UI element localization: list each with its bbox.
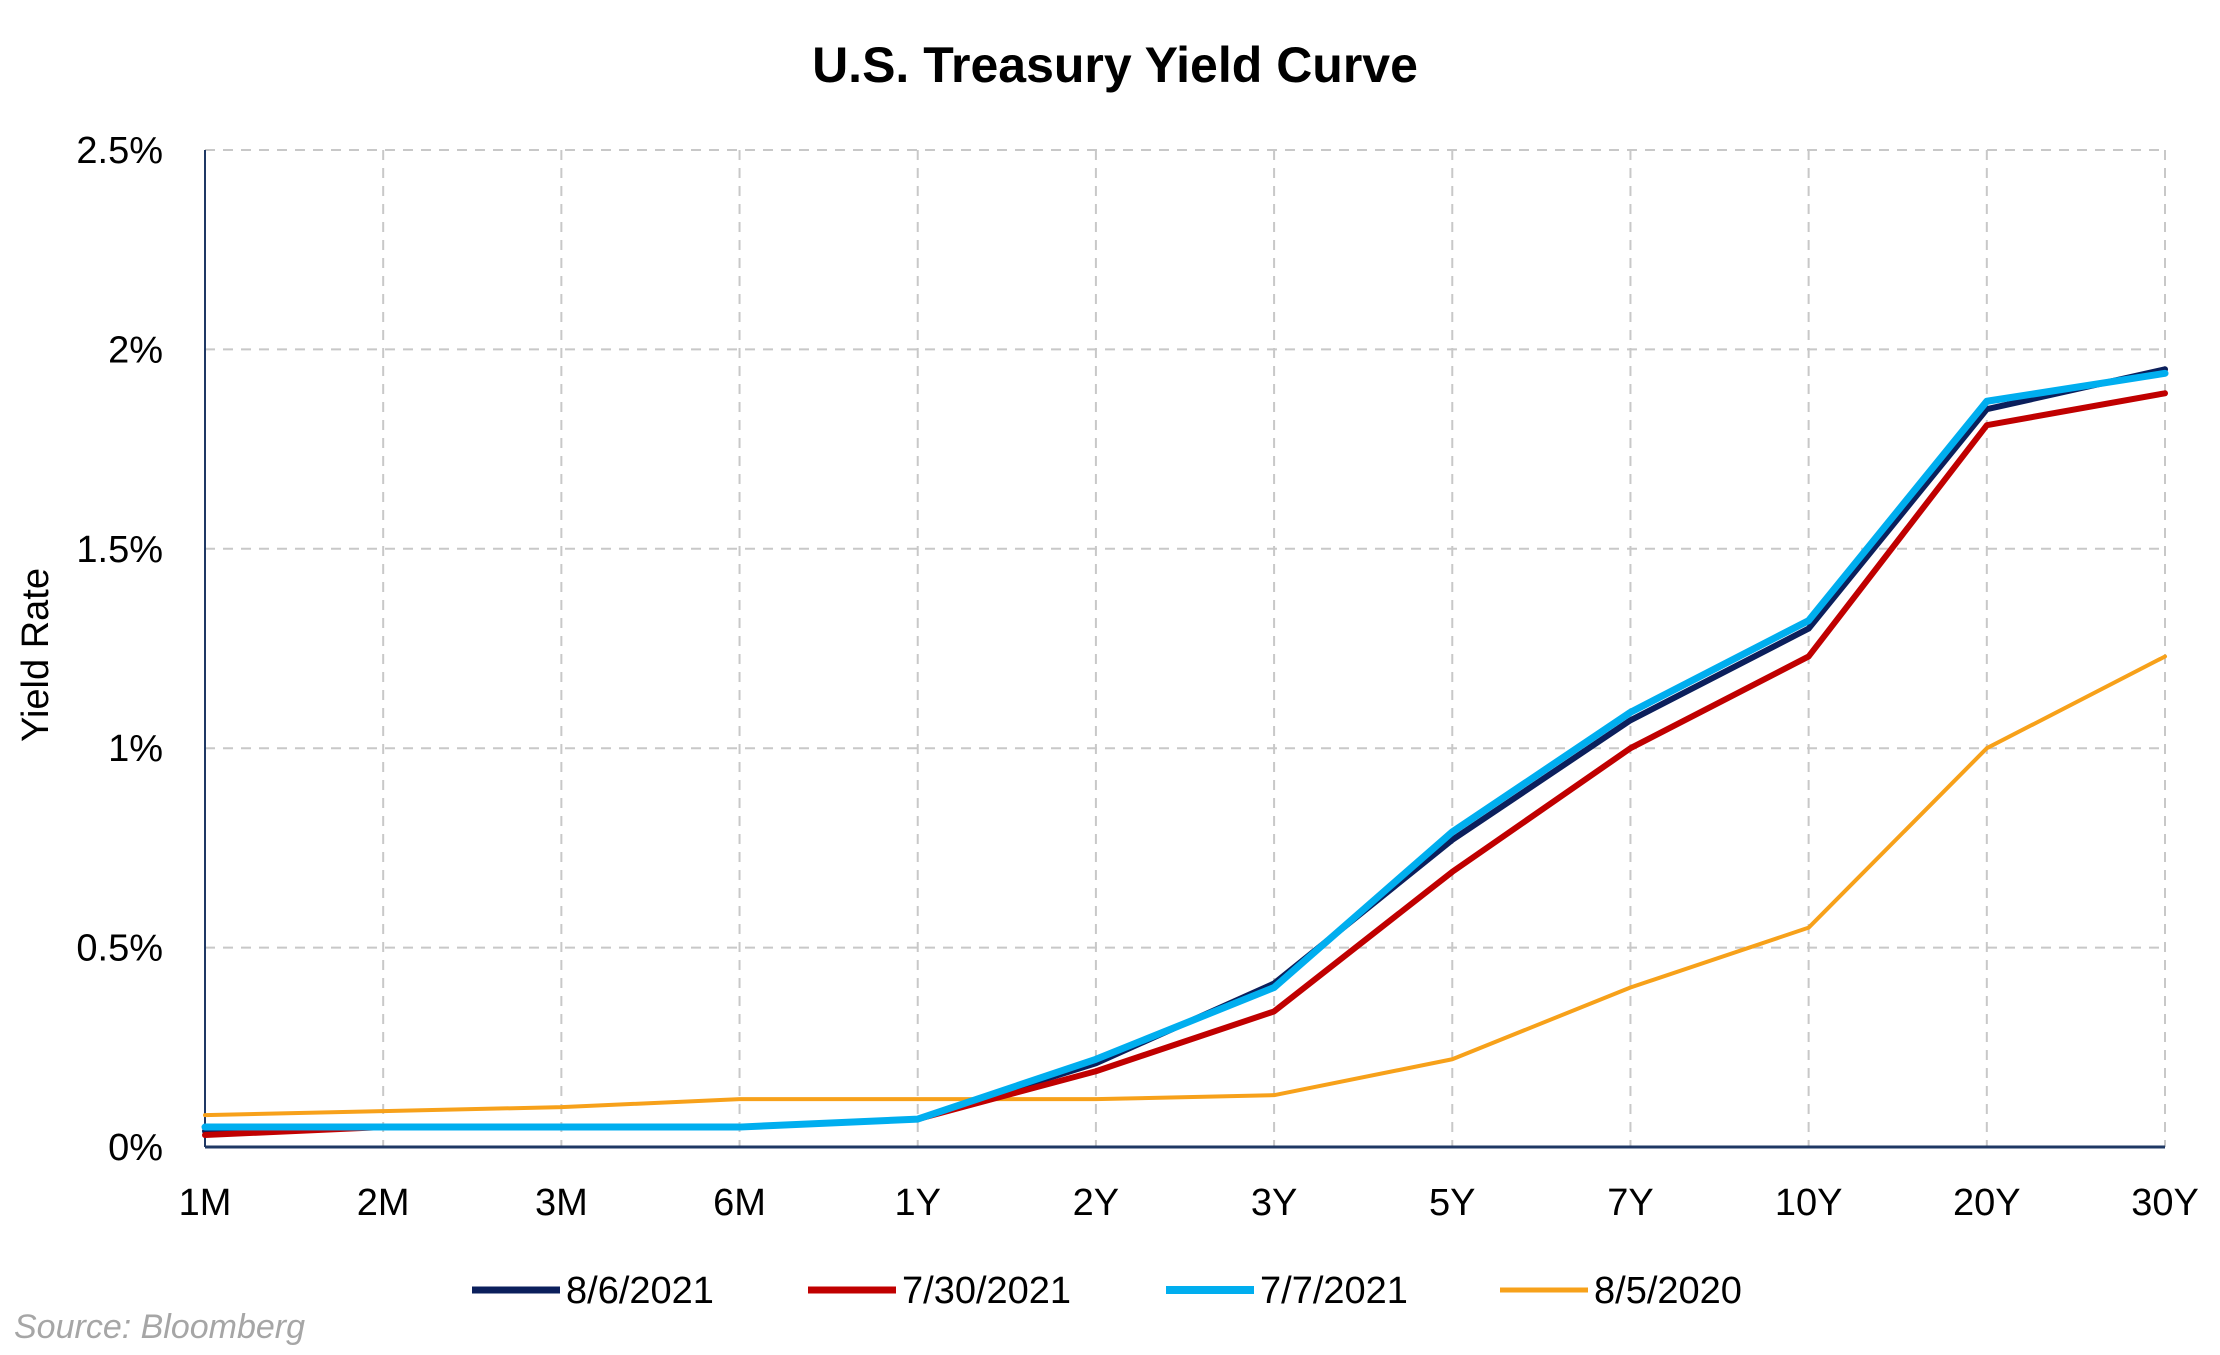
y-tick-label: 0.5% [76,928,163,970]
x-tick-label: 10Y [1775,1182,1843,1224]
series-line [202,366,2168,1135]
legend: 8/6/2021 7/30/2021 7/7/2021 8/5/2020 [472,1270,1742,1312]
x-tick-label: 1M [179,1182,232,1224]
y-tick-label: 0% [108,1127,163,1169]
grid [205,149,2166,1147]
x-tick-label: 5Y [1429,1182,1475,1224]
legend-label: 7/7/2021 [1260,1270,1408,1312]
y-tick-labels: 0% 0.5% 1% 1.5% 2% 2.5% [76,130,163,1169]
x-tick-label: 3Y [1251,1182,1297,1224]
legend-label: 7/30/2021 [902,1270,1071,1312]
source-note: Source: Bloomberg [14,1308,305,1346]
x-tick-label: 30Y [2131,1182,2199,1224]
x-tick-labels: 1M 2M 3M 6M 1Y 2Y 3Y 5Y 7Y 10Y 20Y 30Y [179,1182,2199,1224]
legend-label: 8/6/2021 [566,1270,714,1312]
y-tick-label: 2% [108,329,163,371]
series-line [201,369,2169,1131]
x-tick-label: 2M [357,1182,410,1224]
x-tick-label: 1Y [894,1182,940,1224]
series-lines [201,366,2169,1139]
y-axis-label: Yield Rate [15,568,57,742]
y-tick-label: 2.5% [76,130,163,172]
x-tick-label: 20Y [1953,1182,2021,1224]
chart-title: U.S. Treasury Yield Curve [812,37,1418,93]
x-tick-label: 7Y [1607,1182,1653,1224]
x-tick-label: 6M [713,1182,766,1224]
y-tick-label: 1% [108,728,163,770]
axes [204,150,2165,1149]
y-tick-label: 1.5% [76,529,163,571]
x-tick-label: 3M [535,1182,588,1224]
series-line [203,654,2167,1118]
legend-label: 8/5/2020 [1594,1270,1742,1312]
x-tick-label: 2Y [1073,1182,1119,1224]
